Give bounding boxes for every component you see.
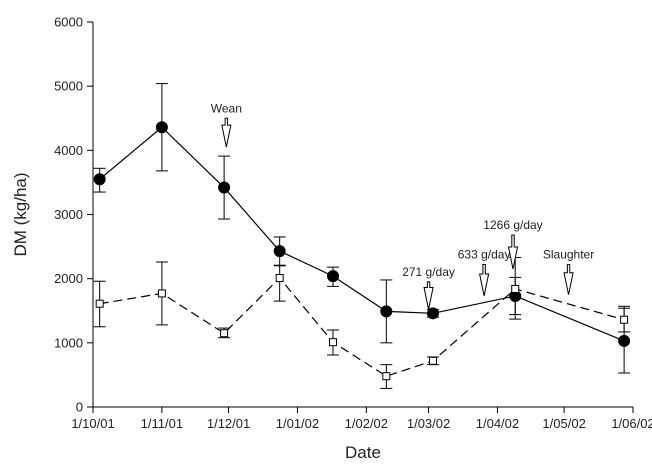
x-tick-label: 1/01/02 xyxy=(276,416,319,431)
arrow-icon xyxy=(507,234,519,270)
error-bar xyxy=(273,265,286,302)
data-point xyxy=(429,356,437,365)
x-tick-label: 1/10/01 xyxy=(71,416,114,431)
x-tick-label: 1/05/02 xyxy=(542,416,585,431)
annotation-arrow: 1266 g/day xyxy=(483,218,543,270)
series-layer xyxy=(93,83,631,389)
data-point xyxy=(218,181,231,194)
x-tick-label: 1/03/02 xyxy=(407,416,450,431)
data-point xyxy=(95,299,104,308)
data-point xyxy=(427,307,439,320)
x-tick-label: 1/12/01 xyxy=(207,416,250,431)
data-point xyxy=(155,121,168,134)
annotation-label: 633 g/day xyxy=(458,248,511,262)
series-1-line xyxy=(99,126,625,342)
data-point xyxy=(329,338,337,347)
arrow-icon xyxy=(563,264,574,295)
data-point xyxy=(220,329,229,338)
y-tick-label: 1000 xyxy=(54,335,83,350)
data-point xyxy=(380,305,393,318)
annotation-label: Wean xyxy=(211,101,242,115)
series-2 xyxy=(93,261,631,389)
y-tick-label: 5000 xyxy=(54,79,83,94)
x-tick-label: 1/11/01 xyxy=(141,416,183,431)
data-point xyxy=(275,274,284,283)
arrow-icon xyxy=(423,281,434,310)
arrow-icon xyxy=(478,264,490,297)
data-point xyxy=(273,245,286,258)
annotation-label: 1266 g/day xyxy=(483,218,542,232)
annotation-arrow: 271 g/day xyxy=(402,265,455,310)
annotation-arrow: Wean xyxy=(211,101,242,148)
y-tick-label: 0 xyxy=(76,400,83,415)
annotation-arrow: Slaughter xyxy=(543,248,594,295)
annotation-arrow: 633 g/day xyxy=(458,248,511,297)
y-tick-label: 4000 xyxy=(54,143,83,158)
axes: 0 1000 2000 3000 4000 5000 6000 1/10/01 1/11/01 1… xyxy=(54,15,652,432)
arrow-icon xyxy=(221,117,232,148)
y-tick-label: 2000 xyxy=(54,271,83,286)
data-point xyxy=(327,270,339,283)
annotation-label: 271 g/day xyxy=(402,265,455,279)
y-tick-label: 6000 xyxy=(54,15,83,30)
data-point xyxy=(620,315,629,324)
x-tick-label: 1/04/02 xyxy=(476,416,519,431)
y-axis-label: DM (kg/ha) xyxy=(11,172,30,256)
x-tick-label: 1/02/02 xyxy=(345,416,388,431)
data-point xyxy=(382,372,391,381)
data-point xyxy=(511,284,520,293)
data-point xyxy=(93,173,106,186)
series-1 xyxy=(93,83,631,374)
annotation-label: Slaughter xyxy=(543,248,594,262)
x-tick-label: 1/06/02 xyxy=(611,416,652,431)
y-tick-label: 3000 xyxy=(54,207,83,222)
data-point xyxy=(157,289,166,298)
error-bar xyxy=(509,276,522,316)
x-axis-label: Date xyxy=(345,443,381,462)
data-point xyxy=(618,334,631,347)
series-2-line xyxy=(99,277,625,377)
